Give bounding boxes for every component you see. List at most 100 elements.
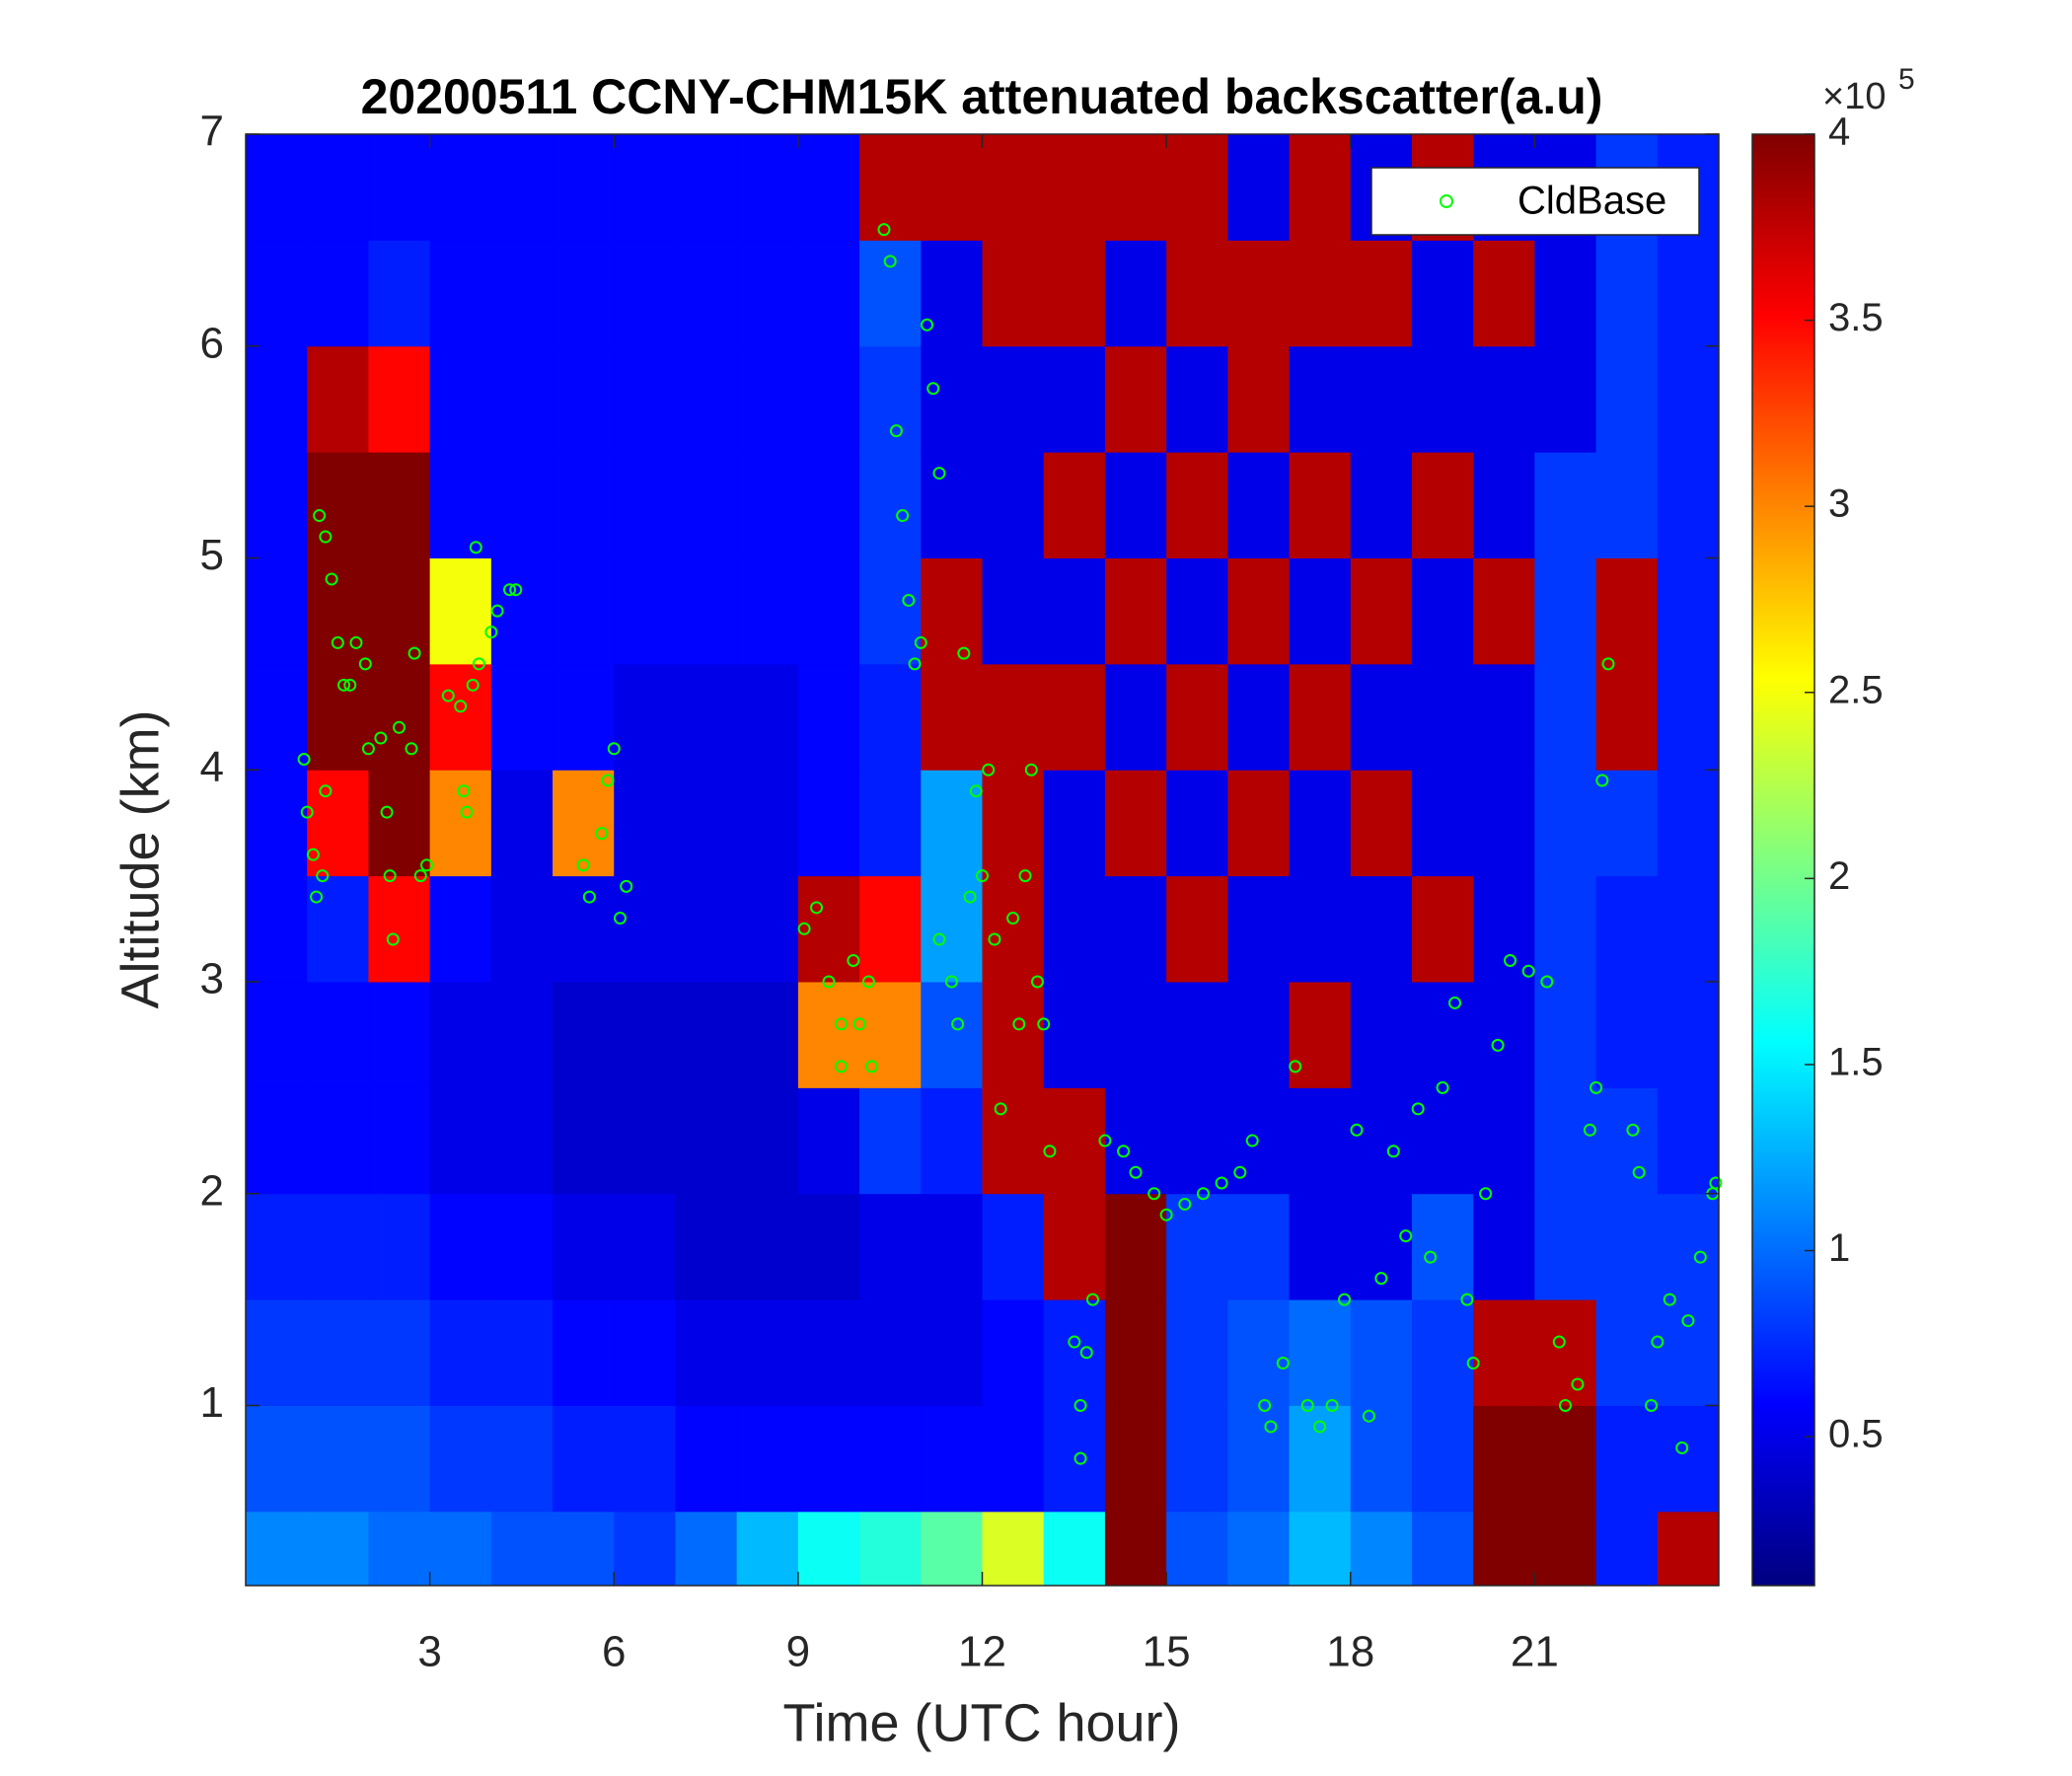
heatmap-cell xyxy=(1534,1511,1597,1587)
heatmap-cell xyxy=(1411,1405,1474,1513)
heatmap-cell xyxy=(1166,345,1228,453)
heatmap-cell xyxy=(1227,1299,1291,1406)
heatmap-cell xyxy=(246,875,308,983)
heatmap-cell xyxy=(1104,1511,1167,1587)
cloud-base-point xyxy=(1491,1038,1505,1052)
heatmap-cell xyxy=(1104,134,1167,241)
cloud-base-point xyxy=(460,805,474,819)
cloud-base-point xyxy=(810,901,824,915)
heatmap-cell xyxy=(1104,770,1167,877)
heatmap-cell xyxy=(490,1193,554,1300)
heatmap-cell xyxy=(1595,1299,1659,1406)
heatmap-cell xyxy=(614,1299,676,1406)
heatmap-cell xyxy=(1289,663,1352,771)
heatmap-cell xyxy=(1595,875,1659,983)
cloud-base-point xyxy=(601,774,615,787)
cloud-base-point xyxy=(1258,1398,1272,1412)
heatmap-cell xyxy=(1411,1511,1474,1587)
cloud-base-point xyxy=(1479,1187,1493,1201)
cloud-base-point xyxy=(1651,1335,1665,1349)
heatmap-cell xyxy=(1595,1087,1659,1195)
heatmap-cell xyxy=(859,981,922,1088)
heatmap-cell xyxy=(429,452,492,558)
cloud-base-point xyxy=(1012,1017,1026,1031)
heatmap-cell xyxy=(1043,1087,1106,1195)
cloud-base-point xyxy=(1147,1187,1161,1201)
cloud-base-point xyxy=(932,932,946,946)
heatmap-cell xyxy=(307,452,369,558)
cloud-base-point xyxy=(393,720,407,734)
heatmap-cell xyxy=(921,452,983,558)
heatmap-cell xyxy=(921,1511,983,1587)
heatmap-cell xyxy=(246,981,308,1088)
heatmap-cell xyxy=(307,770,369,877)
heatmap-cell xyxy=(1473,1511,1535,1587)
cloud-base-point xyxy=(932,467,946,481)
heatmap-cell xyxy=(1166,1405,1228,1513)
cloud-base-point xyxy=(325,572,338,586)
heatmap-cell xyxy=(553,1299,615,1406)
heatmap-cell xyxy=(1043,557,1106,665)
heatmap-cell xyxy=(368,557,431,665)
heatmap-cell xyxy=(614,452,676,558)
heatmap-cell xyxy=(982,663,1045,771)
cloud-base-point xyxy=(1681,1314,1695,1328)
heatmap-cell xyxy=(1166,1193,1228,1300)
heatmap-cell xyxy=(1657,1193,1720,1300)
cloud-base-point xyxy=(1313,1420,1327,1434)
heatmap-cell xyxy=(1043,134,1106,241)
heatmap-cell xyxy=(307,1193,369,1300)
cloud-base-point xyxy=(908,657,922,671)
cloud-base-point xyxy=(1460,1293,1474,1306)
heatmap-cell xyxy=(859,1511,922,1587)
cloud-base-point xyxy=(349,635,363,649)
heatmap-cell xyxy=(859,134,922,241)
heatmap-cell xyxy=(490,557,554,665)
cloud-base-point xyxy=(1595,774,1609,787)
heatmap-cell xyxy=(368,1405,431,1513)
heatmap-cell xyxy=(797,663,860,771)
heatmap-cell xyxy=(246,1193,308,1300)
heatmap-cell xyxy=(1043,1299,1106,1406)
heatmap-cell xyxy=(1657,981,1720,1088)
heatmap-cell xyxy=(736,663,799,771)
cloud-base-point xyxy=(1521,964,1535,978)
heatmap-cell xyxy=(1657,875,1720,983)
cloud-base-point xyxy=(1159,1208,1173,1221)
cloud-base-point xyxy=(896,509,910,523)
heatmap-cell xyxy=(1227,770,1291,877)
heatmap-cell xyxy=(368,1087,431,1195)
heatmap-cell xyxy=(1289,875,1352,983)
heatmap-cell xyxy=(859,1299,922,1406)
heatmap-cell xyxy=(368,875,431,983)
cloud-base-point xyxy=(1663,1293,1676,1306)
heatmap-cell xyxy=(1043,981,1106,1088)
y-tick-label: 7 xyxy=(200,108,224,156)
heatmap-cell xyxy=(1227,1193,1291,1300)
cloud-base-point xyxy=(441,689,455,703)
heatmap-cell xyxy=(1350,770,1413,877)
heatmap-cell xyxy=(1166,1299,1228,1406)
cloud-base-point xyxy=(1552,1335,1566,1349)
heatmap-cell xyxy=(307,1405,369,1513)
cloud-base-point xyxy=(361,742,375,756)
heatmap-cell xyxy=(1350,1405,1413,1513)
heatmap-cell xyxy=(1411,1299,1474,1406)
heatmap-cell xyxy=(368,452,431,558)
cloud-base-point xyxy=(383,869,397,883)
heatmap-cell xyxy=(1104,663,1167,771)
colorbar-scale-exponent: 5 xyxy=(1898,63,1915,96)
heatmap-cell xyxy=(246,345,308,453)
cloud-base-point xyxy=(944,975,958,989)
x-tick-label: 21 xyxy=(1511,1628,1559,1676)
heatmap-cell xyxy=(1473,452,1535,558)
heatmap-cell xyxy=(307,875,369,983)
heatmap-cell xyxy=(797,1405,860,1513)
x-tick-label: 3 xyxy=(417,1628,441,1676)
heatmap-cell xyxy=(368,663,431,771)
cloud-base-point xyxy=(1300,1398,1314,1412)
heatmap-cell xyxy=(675,981,738,1088)
heatmap-cell xyxy=(490,134,554,241)
cloud-base-point xyxy=(834,1060,848,1073)
heatmap-cell xyxy=(982,452,1045,558)
